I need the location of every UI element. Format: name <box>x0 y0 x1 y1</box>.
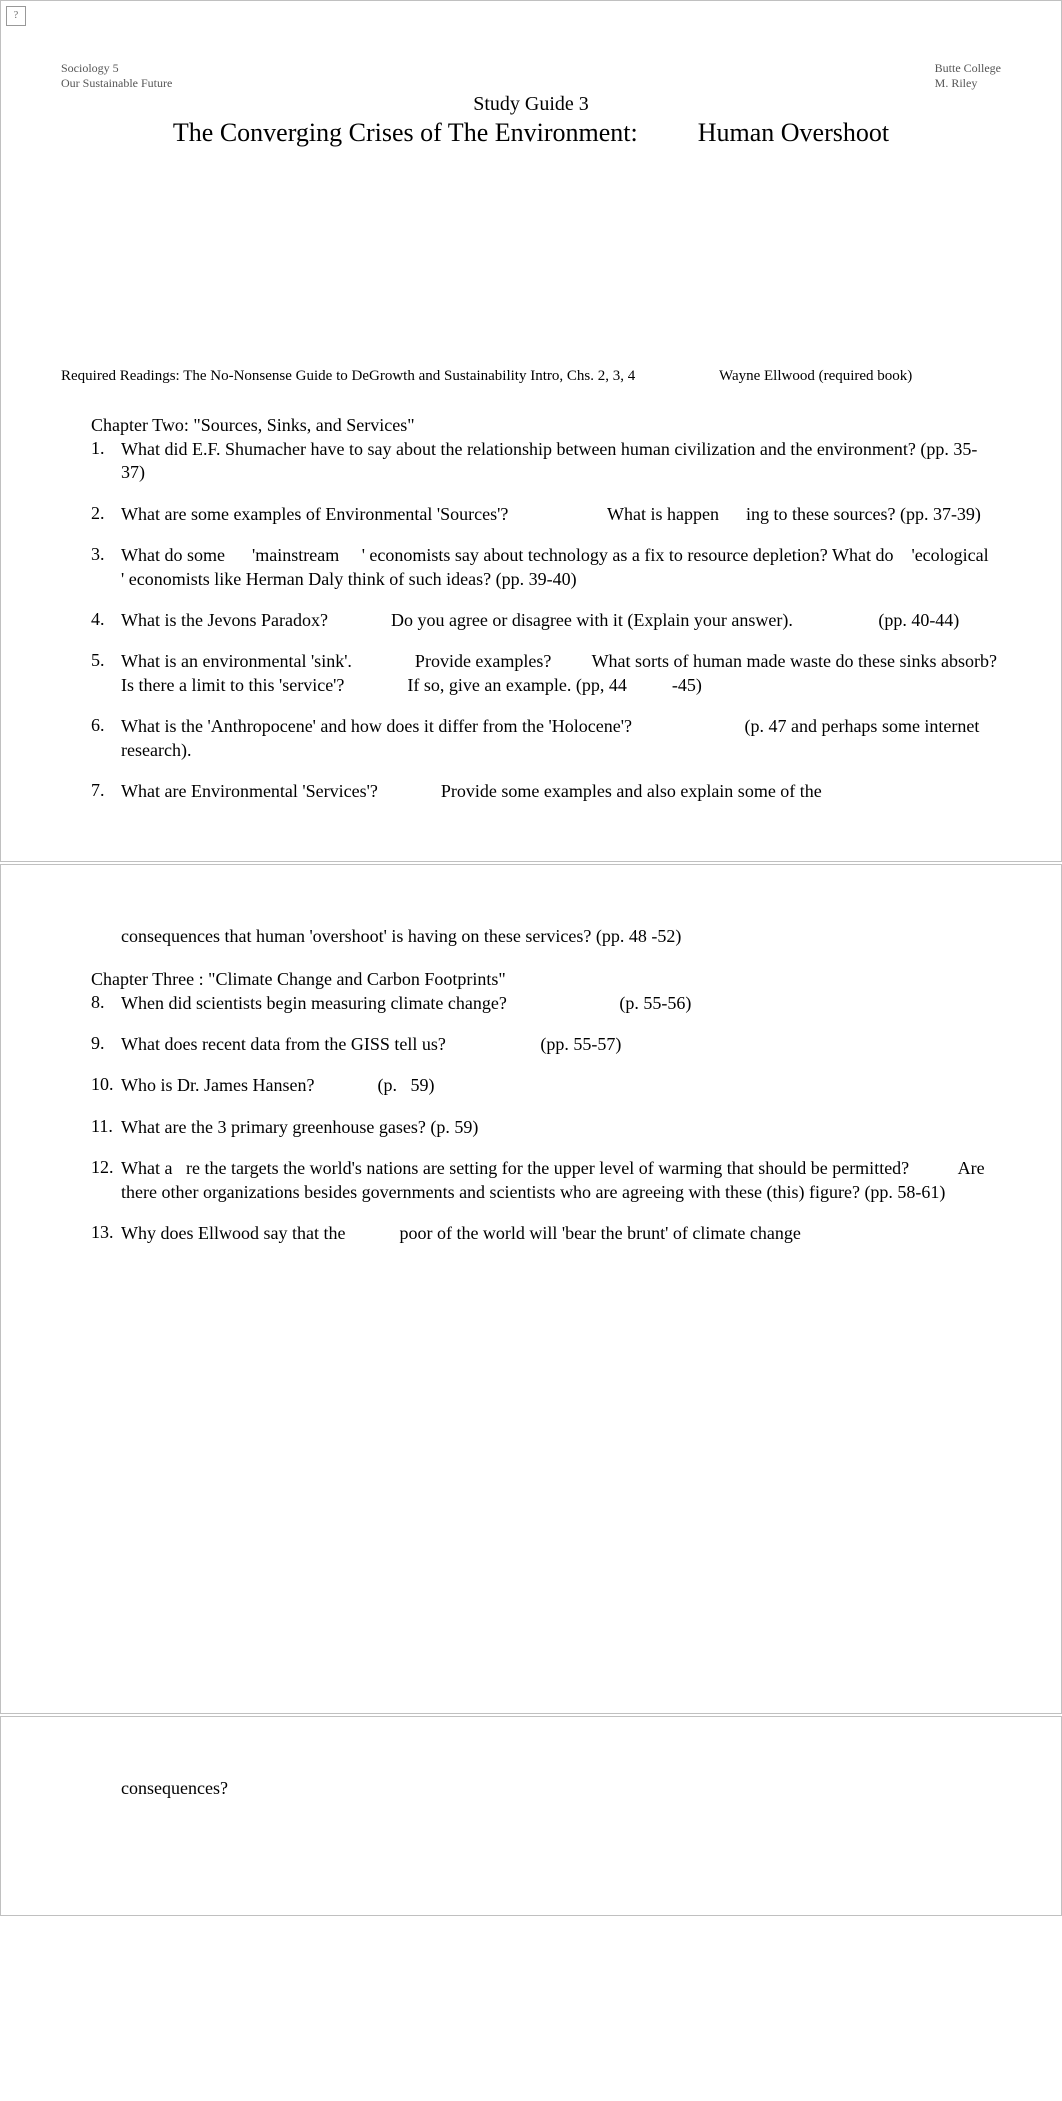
question-3: 3. What do some 'mainstream ' economists… <box>91 544 1001 591</box>
chapter-2-title: Chapter Two: "Sources, Sinks, and Servic… <box>91 415 1001 436</box>
header-row: Sociology 5 Our Sustainable Future Butte… <box>61 61 1001 91</box>
question-text: When did scientists begin measuring clim… <box>121 992 1001 1015</box>
question-number: 10. <box>91 1074 121 1097</box>
question-number: 2. <box>91 503 121 526</box>
question-text: Who is Dr. James Hansen? (p. 59) <box>121 1074 1001 1097</box>
question-number: 7. <box>91 780 121 803</box>
course-code: Sociology 5 <box>61 61 172 76</box>
question-number: 4. <box>91 609 121 632</box>
question-4: 4. What is the Jevons Paradox? Do you ag… <box>91 609 1001 632</box>
chapter-3-questions: 8. When did scientists begin measuring c… <box>91 992 1001 1246</box>
course-subtitle: Our Sustainable Future <box>61 76 172 91</box>
page-2: consequences that human 'overshoot' is h… <box>0 864 1062 1714</box>
spacer <box>61 148 1001 368</box>
question-12: 12. What a re the targets the world's na… <box>91 1157 1001 1204</box>
question-1: 1. What did E.F. Shumacher have to say a… <box>91 438 1001 485</box>
question-text: What a re the targets the world's nation… <box>121 1157 1001 1204</box>
header-left: Sociology 5 Our Sustainable Future <box>61 61 172 91</box>
subtitle-left: The Converging Crises of The Environment… <box>173 118 638 148</box>
required-readings-text: Required Readings: The No-Nonsense Guide… <box>61 368 635 384</box>
question-text: What is the 'Anthropocene' and how does … <box>121 715 1001 762</box>
required-readings: Required Readings: The No-Nonsense Guide… <box>61 368 1001 385</box>
question-text: What are Environmental 'Services'? Provi… <box>121 780 1001 803</box>
subtitle-right: Human Overshoot <box>698 118 889 148</box>
question-number: 11. <box>91 1116 121 1139</box>
instructor-name: M. Riley <box>935 76 1001 91</box>
question-7: 7. What are Environmental 'Services'? Pr… <box>91 780 1001 803</box>
question-text: What do some 'mainstream ' economists sa… <box>121 544 1001 591</box>
question-text: What does recent data from the GISS tell… <box>121 1033 1001 1056</box>
question-number: 1. <box>91 438 121 485</box>
question-number: 9. <box>91 1033 121 1056</box>
chapter-2-questions: 1. What did E.F. Shumacher have to say a… <box>91 438 1001 803</box>
question-text: What are the 3 primary greenhouse gases?… <box>121 1116 1001 1139</box>
question-text: What is an environmental 'sink'. Provide… <box>121 650 1001 697</box>
question-8: 8. When did scientists begin measuring c… <box>91 992 1001 1015</box>
question-text: What is the Jevons Paradox? Do you agree… <box>121 609 1001 632</box>
question-text: Why does Ellwood say that the poor of th… <box>121 1222 1001 1245</box>
page-1: ? Sociology 5 Our Sustainable Future But… <box>0 0 1062 862</box>
question-10: 10. Who is Dr. James Hansen? (p. 59) <box>91 1074 1001 1097</box>
header-right: Butte College M. Riley <box>935 61 1001 91</box>
question-7-continuation: consequences that human 'overshoot' is h… <box>121 925 1001 948</box>
question-number: 8. <box>91 992 121 1015</box>
question-number: 3. <box>91 544 121 591</box>
question-11: 11. What are the 3 primary greenhouse ga… <box>91 1116 1001 1139</box>
subtitle-row: The Converging Crises of The Environment… <box>61 118 1001 148</box>
question-number: 5. <box>91 650 121 697</box>
question-text: What are some examples of Environmental … <box>121 503 1001 526</box>
question-number: 13. <box>91 1222 121 1245</box>
required-readings-author: Wayne Ellwood (required book) <box>719 368 912 384</box>
study-guide-title: Study Guide 3 <box>61 93 1001 116</box>
question-13: 13. Why does Ellwood say that the poor o… <box>91 1222 1001 1245</box>
broken-image-icon: ? <box>6 6 26 26</box>
question-5: 5. What is an environmental 'sink'. Prov… <box>91 650 1001 697</box>
question-number: 6. <box>91 715 121 762</box>
question-6: 6. What is the 'Anthropocene' and how do… <box>91 715 1001 762</box>
chapter-3-title: Chapter Three : "Climate Change and Carb… <box>91 969 1001 990</box>
question-number: 12. <box>91 1157 121 1204</box>
college-name: Butte College <box>935 61 1001 76</box>
page-3: consequences? <box>0 1716 1062 1916</box>
question-2: 2. What are some examples of Environment… <box>91 503 1001 526</box>
question-9: 9. What does recent data from the GISS t… <box>91 1033 1001 1056</box>
question-text: What did E.F. Shumacher have to say abou… <box>121 438 1001 485</box>
question-13-continuation: consequences? <box>121 1777 1001 1800</box>
